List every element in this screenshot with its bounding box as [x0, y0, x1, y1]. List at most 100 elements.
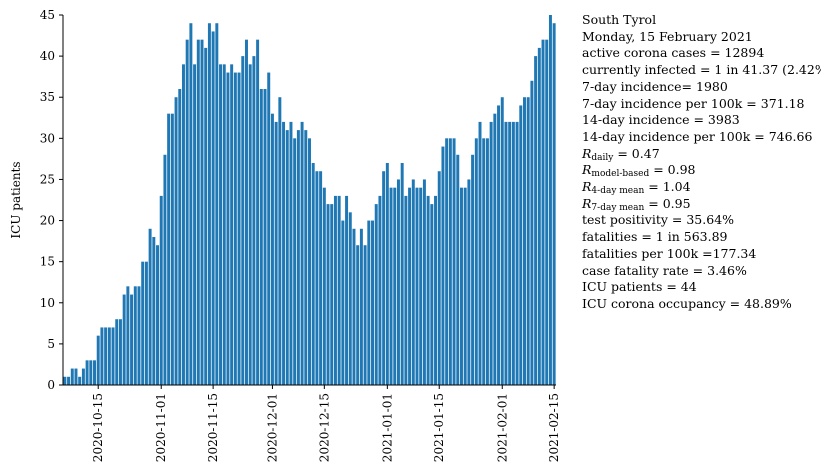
stats-icu-occupancy: ICU corona occupancy = 48.89%	[582, 295, 792, 311]
bar	[100, 327, 104, 385]
bar	[315, 171, 319, 385]
bar	[67, 376, 71, 385]
bar	[459, 187, 463, 385]
bar	[248, 64, 252, 385]
bar	[337, 195, 341, 385]
bar	[330, 204, 334, 385]
bar	[296, 130, 300, 385]
x-tick-label: 2021-02-15	[547, 393, 561, 462]
bar	[448, 138, 452, 385]
bar	[270, 113, 274, 386]
stats-test-positivity: test positivity = 35.64%	[582, 212, 735, 228]
bar	[404, 195, 408, 385]
bar	[89, 360, 93, 385]
bar	[237, 72, 241, 386]
y-tick-label: 10	[40, 296, 55, 310]
bar	[493, 113, 497, 386]
bar	[411, 179, 415, 385]
bar	[122, 294, 126, 385]
bar	[170, 113, 174, 386]
bar	[500, 97, 504, 385]
bar	[207, 23, 211, 385]
y-axis-label: ICU patients	[9, 161, 23, 238]
bar	[274, 121, 278, 385]
bar	[230, 64, 234, 385]
bar	[408, 187, 412, 385]
bar	[104, 327, 108, 385]
bar	[345, 195, 349, 385]
x-tick-label: 2021-01-01	[380, 393, 394, 462]
bar	[74, 368, 78, 385]
stats-incidence-14d-100k: 14-day incidence per 100k = 746.66	[582, 128, 813, 144]
bar	[400, 163, 404, 385]
bar	[319, 171, 323, 385]
y-tick-label: 5	[47, 337, 55, 351]
bar	[474, 138, 478, 385]
bar	[263, 89, 267, 385]
bar	[93, 360, 96, 385]
bar	[115, 319, 119, 385]
bar	[534, 56, 538, 385]
stats-currently-infected: currently infected = 1 in 41.37 (2.42%)	[582, 62, 821, 78]
bar	[111, 327, 115, 385]
bar	[463, 187, 467, 385]
bar	[482, 138, 486, 385]
bar	[285, 130, 289, 385]
bar	[107, 327, 111, 385]
x-tick-label: 2020-12-01	[265, 393, 279, 462]
bar	[348, 212, 352, 385]
bar	[259, 89, 263, 385]
y-tick-label: 30	[40, 131, 55, 145]
bar	[471, 154, 475, 385]
bar	[233, 72, 237, 386]
stats-active-cases: active corona cases = 12894	[582, 45, 765, 61]
bar	[222, 64, 226, 385]
bar	[437, 171, 441, 385]
bar	[530, 80, 534, 386]
y-tick-label: 45	[40, 8, 55, 22]
y-tick-label: 35	[40, 90, 55, 104]
bar	[326, 204, 330, 385]
x-tick-label: 2021-01-15	[432, 393, 446, 462]
stats-panel: South Tyrol Monday, 15 February 2021 act…	[582, 12, 821, 313]
bar	[226, 72, 230, 386]
bar	[293, 138, 297, 385]
x-tick-label: 2020-11-15	[206, 393, 220, 462]
bar	[200, 39, 204, 386]
bar	[508, 121, 512, 385]
bar	[478, 121, 482, 385]
bar	[304, 130, 308, 385]
bar	[219, 64, 223, 385]
bar	[378, 195, 382, 385]
bar	[133, 286, 137, 385]
bar	[445, 138, 449, 385]
bar	[252, 56, 256, 385]
bar	[359, 228, 363, 385]
stats-r-model: Rmodel-based = 0.98	[582, 162, 696, 180]
bar	[78, 376, 82, 385]
bar	[167, 113, 171, 386]
bar	[118, 319, 122, 385]
bar	[204, 47, 208, 386]
stats-date: Monday, 15 February 2021	[582, 28, 753, 44]
bar	[526, 97, 530, 385]
bar	[189, 23, 193, 385]
bar	[374, 204, 378, 385]
bar	[548, 15, 552, 385]
y-tick-label: 40	[40, 49, 55, 63]
bar	[148, 228, 152, 385]
bar	[363, 245, 367, 385]
bar	[130, 294, 134, 385]
bar	[452, 138, 456, 385]
bar	[300, 121, 304, 385]
stats-incidence-14d: 14-day incidence = 3983	[582, 112, 740, 128]
bar	[523, 97, 526, 385]
bar	[311, 163, 315, 385]
bar	[215, 23, 219, 385]
bar	[419, 187, 423, 385]
bar	[282, 121, 286, 385]
bar	[545, 39, 549, 386]
bar	[156, 245, 160, 385]
bar	[256, 39, 260, 386]
